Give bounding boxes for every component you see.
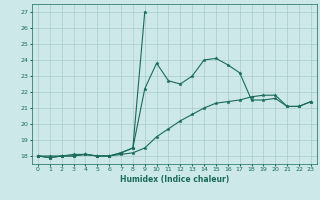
X-axis label: Humidex (Indice chaleur): Humidex (Indice chaleur)	[120, 175, 229, 184]
